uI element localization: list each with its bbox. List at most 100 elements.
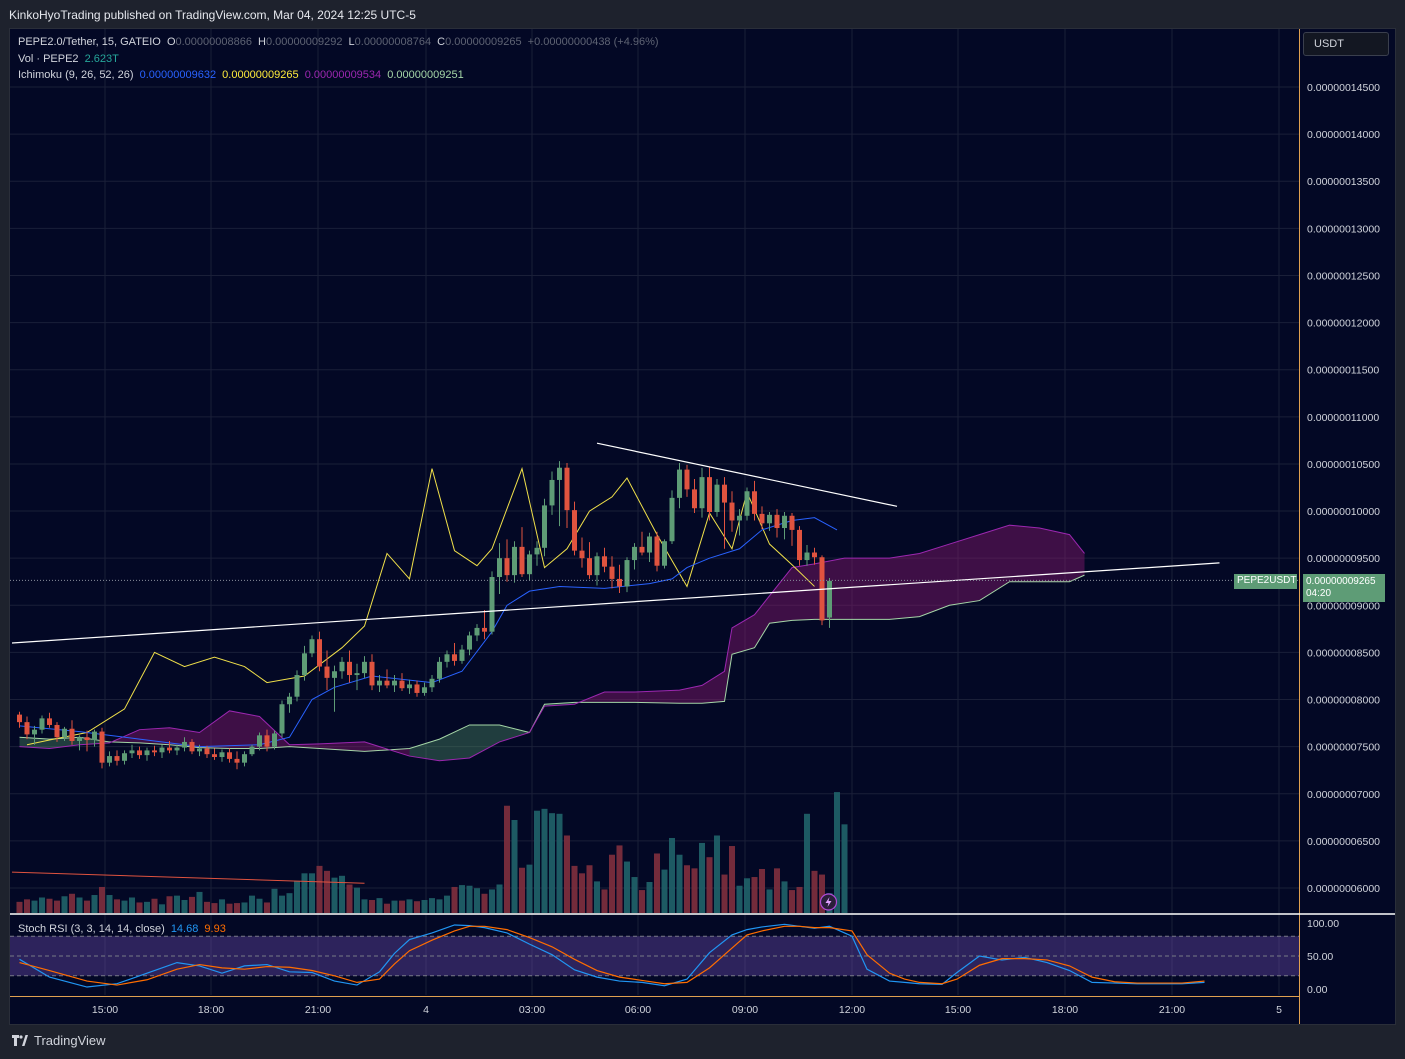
legend-ichimoku: Ichimoku (9, 26, 52, 26) 0.00000009632 0… bbox=[18, 69, 467, 81]
candle-body bbox=[47, 718, 52, 725]
candle-body bbox=[467, 635, 472, 650]
tradingview-logo[interactable]: TradingView bbox=[12, 1033, 106, 1048]
volume-bar bbox=[39, 897, 45, 913]
volume-bar bbox=[534, 810, 540, 913]
candle-body bbox=[692, 489, 697, 509]
footer bbox=[0, 1025, 1405, 1059]
volume-bar bbox=[159, 904, 165, 913]
candle-body bbox=[54, 724, 60, 738]
candle-body bbox=[602, 556, 607, 567]
volume-bar bbox=[586, 865, 593, 913]
cloud-segment bbox=[844, 558, 890, 620]
symbol-name[interactable]: PEPE2.0/Tether, 15, GATEIO bbox=[18, 36, 161, 48]
ichimoku-value-3: 0.00000009534 bbox=[304, 69, 382, 81]
candle-body bbox=[789, 515, 795, 530]
candle-body bbox=[114, 756, 120, 761]
cloud-segment bbox=[409, 739, 440, 761]
candle-body bbox=[804, 552, 810, 561]
high-value: 0.00000009292 bbox=[265, 36, 343, 48]
volume-bar bbox=[706, 857, 713, 913]
volume-bar bbox=[504, 805, 510, 913]
cloud-segment bbox=[364, 741, 410, 757]
volume-bar bbox=[571, 865, 578, 913]
volume-bar bbox=[99, 886, 105, 913]
volume-bar bbox=[309, 873, 315, 913]
ichimoku-label[interactable]: Ichimoku (9, 26, 52, 26) bbox=[18, 69, 134, 81]
volume-bar bbox=[699, 842, 705, 913]
volume-bar bbox=[496, 884, 503, 913]
volume-bar bbox=[129, 897, 135, 913]
tenkan-sen bbox=[19, 517, 838, 748]
volume-bar bbox=[526, 864, 533, 913]
candle-body bbox=[624, 560, 630, 587]
volume-bar bbox=[459, 885, 465, 913]
volume-bar bbox=[144, 901, 150, 913]
volume-bars bbox=[11, 792, 848, 913]
time-tick-label: 4 bbox=[423, 1004, 429, 1016]
candle-body bbox=[512, 546, 517, 576]
volume-label[interactable]: Vol · PEPE2 bbox=[18, 53, 79, 65]
time-tick-label: 21:00 bbox=[1159, 1004, 1185, 1016]
price-tick-label: 0.00000012500 bbox=[1307, 270, 1380, 282]
candle-body bbox=[264, 735, 270, 747]
volume-bar bbox=[324, 870, 330, 913]
volume-bar bbox=[136, 902, 143, 913]
candle-body bbox=[594, 556, 600, 576]
open-label: O bbox=[166, 36, 176, 48]
volume-bar bbox=[789, 890, 795, 913]
candle-body bbox=[272, 733, 277, 747]
candle-body bbox=[182, 741, 187, 748]
candle-body bbox=[354, 673, 360, 676]
volume-bar bbox=[804, 813, 810, 913]
candle-body bbox=[827, 580, 832, 618]
candle-body bbox=[189, 741, 195, 752]
candle-body bbox=[17, 714, 22, 723]
volume-bar bbox=[444, 895, 450, 913]
candle-body bbox=[647, 536, 652, 553]
candle-body bbox=[197, 748, 202, 752]
senkou-span-a bbox=[19, 574, 1085, 752]
price-tick-label: 0.00000011500 bbox=[1307, 365, 1379, 377]
currency-button[interactable]: USDT bbox=[1303, 32, 1389, 56]
volume-bar bbox=[556, 813, 563, 913]
volume-bar bbox=[729, 846, 735, 913]
candle-body bbox=[519, 546, 525, 575]
volume-bar bbox=[489, 889, 495, 913]
candle-body bbox=[564, 467, 570, 511]
volume-bar bbox=[766, 889, 773, 913]
candle-body bbox=[392, 680, 397, 686]
volume-bar bbox=[676, 854, 683, 913]
candle-body bbox=[557, 467, 562, 480]
candle-body bbox=[129, 750, 135, 754]
volume-bar bbox=[654, 853, 660, 913]
volume-bar bbox=[436, 899, 443, 913]
publisher-bar: KinkoHyoTrading published on TradingView… bbox=[0, 0, 1405, 28]
price-tick-label: 0.00000011000 bbox=[1307, 412, 1379, 424]
candle-body bbox=[309, 639, 315, 654]
cloud-segment bbox=[754, 595, 770, 648]
candle-body bbox=[429, 678, 435, 688]
candle-body bbox=[39, 718, 45, 730]
candle-body bbox=[587, 558, 592, 576]
candle-body bbox=[752, 491, 757, 514]
stoch-label[interactable]: Stoch RSI (3, 3, 14, 14, close) bbox=[18, 923, 165, 935]
volume-bar bbox=[421, 899, 428, 913]
volume-bar bbox=[91, 895, 98, 913]
volume-bar bbox=[466, 885, 473, 913]
candle-body bbox=[572, 510, 577, 551]
candle-body bbox=[324, 666, 330, 678]
candle-body bbox=[407, 684, 412, 689]
candle-body bbox=[399, 680, 405, 689]
candle-body bbox=[699, 477, 705, 509]
volume-bar bbox=[714, 835, 720, 913]
price-tick-label: 0.00000008500 bbox=[1307, 647, 1380, 659]
lagging-span bbox=[26, 466, 815, 746]
volume-bar bbox=[219, 899, 225, 913]
volume-bar bbox=[579, 873, 585, 913]
candle-body bbox=[729, 502, 735, 521]
candle-body bbox=[707, 477, 712, 513]
candle-body bbox=[534, 547, 540, 555]
candle-body bbox=[152, 750, 157, 753]
candle-body bbox=[579, 550, 585, 559]
